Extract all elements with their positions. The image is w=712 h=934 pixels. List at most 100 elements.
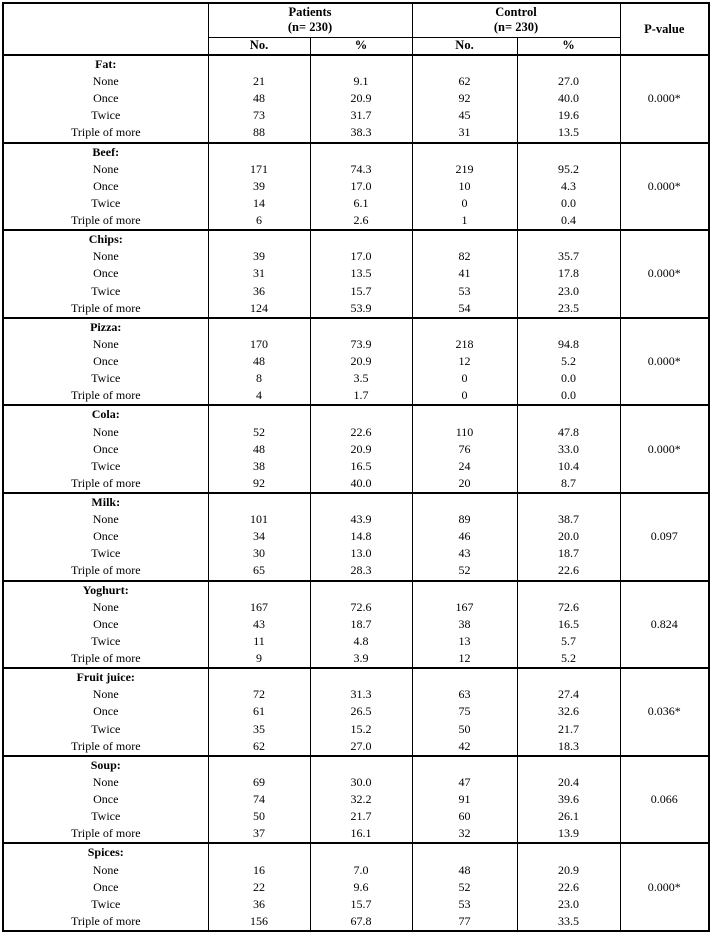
row-label-cell: Once [2,528,209,546]
pvalue-cell: 0.000* [619,54,710,143]
value-cell: 39.6 [516,791,621,809]
food-group: Spices: 0.000* None 16 7.0 48 20.9 Once 22 9.6 52 2… [2,842,710,931]
value-cell: 53.9 [309,299,413,318]
row-label-cell: Twice [2,808,209,826]
group-label-row: Chips: 0.000* [2,229,710,318]
value-cell: 8 [207,370,311,388]
value-cell: 34 [207,528,311,546]
data-row: Once 48 20.9 92 40.0 [2,90,709,108]
value-cell: 20.9 [516,861,621,879]
empty-cell [411,842,518,862]
value-cell: 18.7 [516,545,621,563]
data-row: Twice 36 15.7 53 23.0 [2,282,709,300]
value-cell: 9.1 [309,73,413,91]
data-row: Once 74 32.2 91 39.6 [2,791,709,809]
value-cell: 95.2 [516,160,621,178]
row-label-cell: None [2,248,209,266]
data-row: Once 34 14.8 46 20.0 [2,528,709,546]
data-row: Once 31 13.5 41 17.8 [2,265,709,283]
data-row: None 101 43.9 89 38.7 [2,511,709,529]
pvalue-cell: 0.000* [619,229,710,318]
value-cell: 20.9 [309,440,413,458]
group-label-row: Soup: 0.066 [2,754,710,844]
row-label-cell: Triple of more [2,299,209,318]
value-cell: 4.8 [309,632,413,650]
food-group: Fruit juice: 0.036* None 72 31.3 63 27.4 Once 61… [2,667,710,756]
value-cell: 9.6 [309,878,413,896]
row-label-cell: Once [2,353,209,371]
data-row: Twice 50 21.7 60 26.1 [2,808,709,826]
value-cell: 7.0 [309,861,413,879]
empty-cell [516,404,621,424]
empty-cell [309,667,413,687]
empty-cell [516,842,621,862]
value-cell: 20.9 [309,90,413,108]
patients-title: Patients [288,4,332,19]
row-label-cell: Triple of more [2,649,209,669]
value-cell: 48 [207,90,311,108]
value-cell: 82 [411,248,518,266]
value-cell: 6 [207,211,311,231]
row-label-cell: Twice [2,895,209,913]
food-group: Pizza: 0.000* None 170 73.9 218 94.8 Once 48 20.9… [2,316,710,406]
value-cell: 101 [207,511,311,529]
group-label-cell: Spices: [2,842,209,862]
value-cell: 40.0 [516,90,621,108]
value-cell: 37 [207,825,311,844]
control-pct-header: % [516,37,621,56]
food-group: Beef: 0.000* None 171 74.3 219 95.2 Once 39 17.0 1… [2,141,710,231]
empty-cell [207,316,311,336]
row-label-cell: None [2,686,209,704]
value-cell: 21 [207,73,311,91]
value-cell: 13 [411,632,518,650]
empty-cell [309,141,413,161]
value-cell: 61 [207,703,311,721]
value-cell: 167 [411,598,518,616]
corner-cell [2,3,209,56]
value-cell: 88 [207,124,311,143]
value-cell: 13.0 [309,545,413,563]
value-cell: 21.7 [309,808,413,826]
row-label-cell: None [2,423,209,441]
value-cell: 67.8 [309,912,413,931]
data-row: Once 61 26.5 75 32.6 [2,703,709,721]
empty-cell [411,404,518,424]
group-label-cell: Soup: [2,754,209,774]
value-cell: 3.9 [309,649,413,669]
value-cell: 39 [207,248,311,266]
value-cell: 27.4 [516,686,621,704]
food-group: Milk: 0.097 None 101 43.9 89 38.7 Once 34 14.8 46 2… [2,491,710,581]
data-row: Triple of more 156 67.8 77 33.5 [2,912,709,931]
empty-cell [411,754,518,774]
pvalue-cell: 0.097 [619,491,710,581]
value-cell: 2.6 [309,211,413,231]
row-label-cell: Triple of more [2,211,209,231]
data-row: None 16 7.0 48 20.9 [2,861,709,879]
empty-cell [516,53,621,74]
value-cell: 91 [411,791,518,809]
value-cell: 36 [207,895,311,913]
value-cell: 18.3 [516,737,621,756]
empty-cell [411,579,518,599]
row-label-cell: Triple of more [2,474,209,493]
row-label-cell: None [2,335,209,354]
value-cell: 23.0 [516,282,621,300]
group-label-row: Cola: 0.000* [2,404,710,493]
value-cell: 39 [207,177,311,195]
value-cell: 15.7 [309,282,413,300]
data-row: Twice 11 4.8 13 5.7 [2,632,709,650]
pvalue-cell: 0.066 [619,754,710,844]
value-cell: 38.7 [516,511,621,529]
data-row: Twice 35 15.2 50 21.7 [2,720,709,738]
data-row: Twice 8 3.5 0 0.0 [2,370,709,388]
empty-cell [309,53,413,74]
empty-cell [411,316,518,336]
value-cell: 16.5 [309,457,413,475]
data-row: None 171 74.3 219 95.2 [2,160,709,178]
value-cell: 10.4 [516,457,621,475]
value-cell: 45 [411,107,518,125]
value-cell: 5.2 [516,649,621,669]
value-cell: 18.7 [309,615,413,633]
value-cell: 33.0 [516,440,621,458]
